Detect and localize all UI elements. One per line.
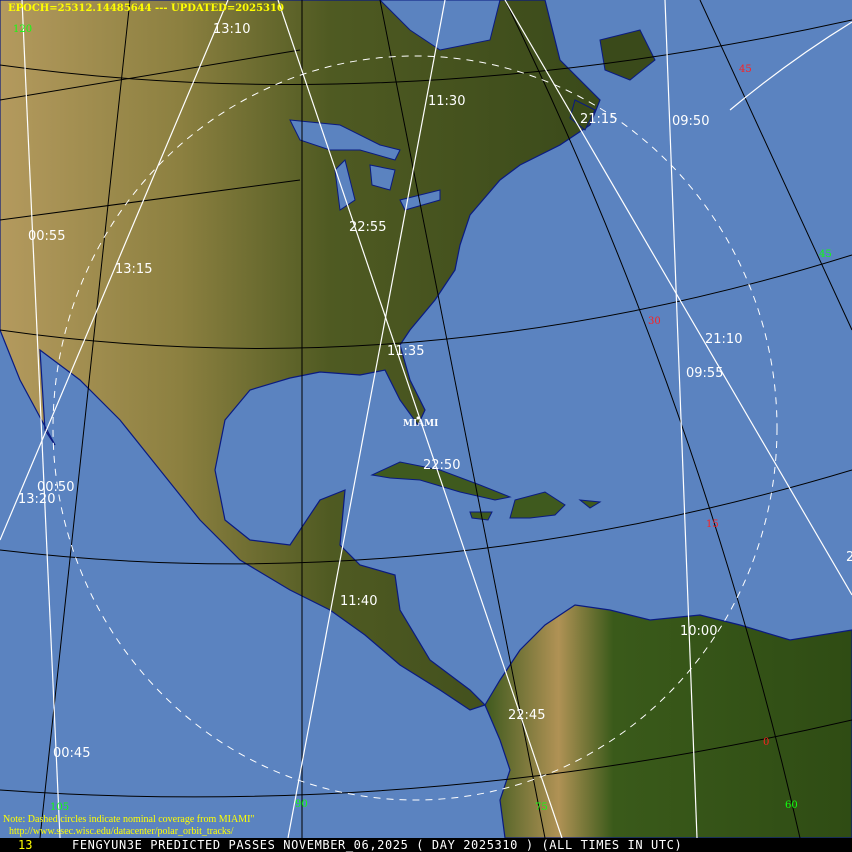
coverage-circle	[52, 55, 778, 801]
miami-station-marker	[416, 416, 420, 420]
pass-time-label: 22:55	[349, 220, 387, 235]
frame-number: 13	[18, 838, 33, 852]
pass-time-label: 22:50	[423, 458, 461, 473]
longitude-label: 75	[535, 802, 548, 813]
station-label: MIAMI	[403, 419, 439, 429]
great-lakes	[289, 119, 441, 211]
pass-time-label: 00:45	[53, 746, 91, 761]
pass-time-label: 13:15	[115, 262, 153, 277]
latitude-label: 45	[739, 64, 752, 75]
pass-time-label: 11:40	[340, 594, 378, 609]
pass-time-label: 13:10	[213, 22, 251, 37]
north-america-land	[0, 0, 601, 711]
footer-title: FENGYUN3E PREDICTED PASSES NOVEMBER_06,2…	[72, 838, 683, 852]
jamaica-land	[469, 511, 493, 521]
longitude-label: 105	[50, 802, 70, 813]
longitude-label: 60	[785, 800, 798, 811]
latitude-label: 0	[763, 737, 770, 748]
coverage-note: Note: Dashed circles indicate nominal co…	[3, 814, 255, 838]
pass-time-label: 09:55	[686, 366, 724, 381]
longitude-label: 45	[819, 249, 832, 260]
pass-time-label: 2	[846, 550, 852, 565]
source-url: http://www.ssec.wisc.edu/datacenter/pola…	[9, 826, 234, 837]
longitude-label: 120	[13, 24, 33, 35]
hispaniola-land	[509, 491, 602, 519]
footer-bar: 13 FENGYUN3E PREDICTED PASSES NOVEMBER_0…	[0, 838, 852, 852]
pass-time-label: 11:35	[387, 344, 425, 359]
pass-time-label: 00:55	[28, 229, 66, 244]
pass-time-label: 13:20	[18, 492, 56, 507]
pass-time-label: 22:45	[508, 708, 546, 723]
pass-time-label: 00:50	[37, 480, 75, 495]
pass-time-label: 10:00	[680, 624, 718, 639]
pass-time-label: 09:50	[672, 114, 710, 129]
longitude-label: 90	[295, 799, 308, 810]
epoch-header: EPOCH=25312.14485644 --- UPDATED=2025310	[8, 3, 284, 14]
latitude-label: 15	[706, 519, 719, 530]
pass-time-label: 21:15	[580, 112, 618, 127]
pass-time-label: 11:30	[428, 94, 466, 109]
newfoundland-land	[569, 29, 656, 131]
note-text: Note: Dashed circles indicate nominal co…	[3, 814, 255, 825]
latitude-label: 30	[648, 316, 661, 327]
pass-time-label: 21:10	[705, 332, 743, 347]
south-america-land	[484, 604, 852, 839]
